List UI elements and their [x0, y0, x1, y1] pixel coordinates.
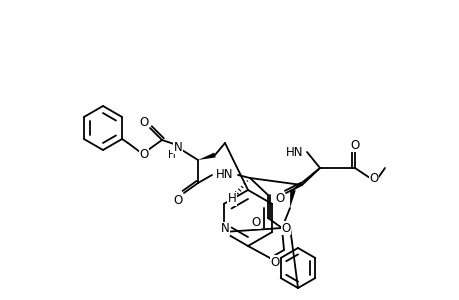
- Polygon shape: [289, 190, 295, 208]
- Text: N: N: [220, 223, 229, 236]
- Text: HN: HN: [216, 169, 233, 182]
- Text: O: O: [369, 172, 378, 184]
- Text: O: O: [281, 221, 290, 235]
- Text: O: O: [173, 194, 182, 206]
- Text: O: O: [139, 116, 148, 128]
- Text: O: O: [270, 256, 279, 268]
- Text: N: N: [173, 140, 182, 154]
- Text: H: H: [168, 150, 175, 160]
- Text: O: O: [139, 148, 148, 160]
- Text: O: O: [251, 215, 260, 229]
- Text: O: O: [275, 193, 284, 206]
- Text: H: H: [227, 193, 236, 206]
- Text: O: O: [350, 139, 359, 152]
- Text: HN: HN: [285, 146, 303, 158]
- Polygon shape: [197, 153, 215, 160]
